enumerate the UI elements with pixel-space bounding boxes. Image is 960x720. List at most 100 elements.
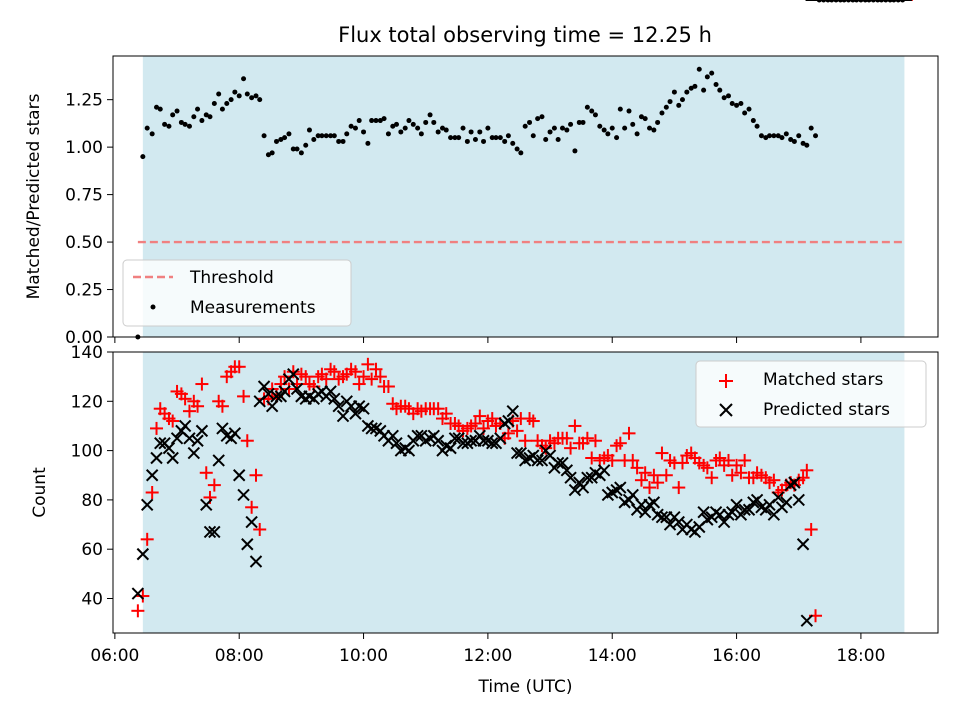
measurement-point xyxy=(319,133,325,139)
predicted-star-point xyxy=(324,385,337,398)
predicted-star-point xyxy=(597,464,611,477)
x-tick-label: 12:00 xyxy=(463,646,512,666)
measurement-point xyxy=(638,114,644,120)
measurement-point xyxy=(219,106,225,112)
y-tick-label: 0.50 xyxy=(65,233,103,253)
measurement-point xyxy=(286,131,292,137)
measurement-point xyxy=(592,112,598,118)
predicted-star-point xyxy=(647,496,661,509)
matched-star-point xyxy=(145,486,159,499)
chart-title: Flux total observing time = 12.25 h xyxy=(338,23,712,47)
measurement-point xyxy=(427,112,433,118)
measurement-point xyxy=(257,97,263,103)
measurement-point xyxy=(617,106,623,112)
predicted-star-point xyxy=(365,422,378,435)
predicted-star-point xyxy=(506,404,519,418)
x-tick-label: 18:00 xyxy=(836,646,885,666)
measurement-point xyxy=(671,89,677,95)
y-tick-label: 40 xyxy=(81,589,103,609)
matched-star-point xyxy=(319,372,333,386)
measurement-point xyxy=(597,123,603,129)
measurement-point xyxy=(758,133,764,139)
measurement-point xyxy=(182,121,188,127)
bottom-y-ticks: 40 60 80 100 120 140 xyxy=(71,343,113,609)
predicted-star-point xyxy=(456,436,470,450)
bottom-panel: 40 60 80 100 120 140 06:00 08:00 10:00 12:00 14:0… xyxy=(30,0,939,697)
matched-star-point xyxy=(240,434,254,448)
matched-star-point xyxy=(655,446,669,460)
predicted-star-point xyxy=(241,538,254,551)
measurement-point xyxy=(269,150,275,156)
measurement-point xyxy=(336,138,342,144)
measurement-point xyxy=(385,131,391,137)
top-y-ticks: 0.00 0.25 0.50 0.75 1.00 1.25 xyxy=(65,91,113,348)
matched-star-point xyxy=(643,481,657,495)
x-tick-label: 14:00 xyxy=(588,646,637,666)
measurement-point xyxy=(663,104,669,110)
measurement-point xyxy=(783,131,789,137)
matched-star-point xyxy=(700,461,714,475)
measurement-point xyxy=(642,116,648,122)
measurement-point xyxy=(804,142,810,148)
predicted-star-point xyxy=(564,471,577,484)
predicted-star-point xyxy=(663,518,677,531)
predicted-star-point xyxy=(136,547,150,561)
predicted-star-point xyxy=(187,446,201,460)
measurement-point xyxy=(634,131,640,137)
matched-star-point xyxy=(166,414,180,428)
matched-star-point xyxy=(560,431,574,445)
predicted-star-point xyxy=(477,434,490,447)
measurement-point xyxy=(477,129,483,135)
predicted-star-point xyxy=(581,471,594,484)
predicted-star-point xyxy=(245,515,258,529)
matched-star-point xyxy=(647,468,661,482)
top-legend: Threshold Measurements xyxy=(122,259,352,327)
y-tick-label: 120 xyxy=(71,392,103,412)
measurement-point xyxy=(576,119,582,125)
measurement-point xyxy=(431,119,437,125)
measurement-point xyxy=(510,140,516,146)
y-tick-label: 140 xyxy=(71,343,103,363)
legend-matched-label: Matched stars xyxy=(763,370,883,390)
matched-star-point xyxy=(630,461,644,475)
predicted-star-point xyxy=(200,498,213,512)
matched-star-point xyxy=(150,421,164,435)
measurement-point xyxy=(676,102,682,108)
predicted-star-point xyxy=(411,429,424,443)
measurement-point xyxy=(580,119,586,125)
measurement-point xyxy=(655,119,661,125)
predicted-star-point xyxy=(431,434,445,447)
predicted-star-point xyxy=(237,488,250,502)
measurement-point xyxy=(323,133,329,139)
measurement-point xyxy=(788,137,794,143)
measurement-point xyxy=(265,152,271,158)
predicted-star-point xyxy=(228,427,242,440)
measurement-point xyxy=(547,129,553,135)
matched-star-point xyxy=(299,370,313,384)
measurement-point xyxy=(614,135,620,141)
legend-predicted-swatch xyxy=(719,403,733,417)
predicted-star-point xyxy=(568,483,582,497)
predicted-star-point xyxy=(638,506,652,519)
predicted-star-point xyxy=(792,493,805,507)
measurement-point xyxy=(311,137,317,143)
measurement-point xyxy=(721,95,727,101)
x-axis-label: Time (UTC) xyxy=(478,677,573,697)
measurement-point xyxy=(555,137,561,143)
matched-star-point xyxy=(237,389,251,403)
matched-star-point xyxy=(369,362,383,376)
measurement-point xyxy=(734,102,740,108)
measurement-point xyxy=(551,125,557,131)
measurement-point xyxy=(440,125,446,131)
measurement-point xyxy=(303,142,309,148)
matched-star-point xyxy=(518,434,532,448)
measurement-point xyxy=(489,135,495,141)
predicted-star-point xyxy=(750,493,764,507)
predicted-star-point xyxy=(208,525,221,539)
measurement-point xyxy=(771,133,777,139)
matched-star-point xyxy=(580,431,594,445)
predicted-star-point xyxy=(556,456,569,470)
measurement-point xyxy=(493,135,499,141)
predicted-star-point xyxy=(390,436,403,450)
measurement-point xyxy=(559,125,565,131)
